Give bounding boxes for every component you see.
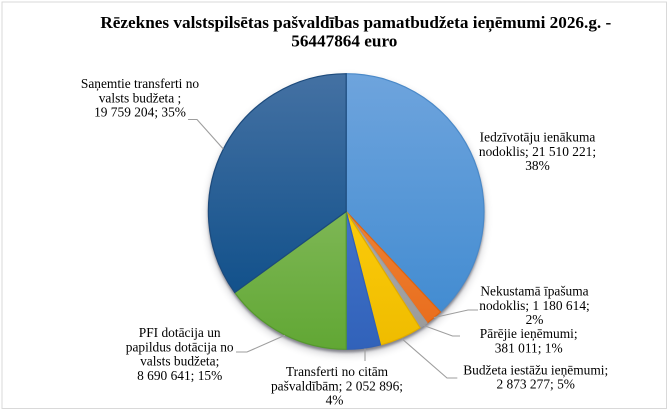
svg-text:4%: 4% [326,393,344,408]
svg-text:19 759 204; 35%: 19 759 204; 35% [94,105,186,120]
svg-text:Budžeta iestāžu ieņēmumi;: Budžeta iestāžu ieņēmumi; [463,362,608,377]
svg-text:Pārējie ieņēmumi;: Pārējie ieņēmumi; [480,326,578,341]
svg-text:valsts budžeta;: valsts budžeta; [140,354,219,369]
svg-text:Saņemtie transferti no: Saņemtie transferti no [81,76,200,91]
svg-text:Nekustamā īpašuma: Nekustamā īpašuma [480,284,588,299]
svg-text:Transferti no citām: Transferti no citām [286,364,389,379]
svg-text:2 873 277; 5%: 2 873 277; 5% [496,377,574,392]
svg-text:38%: 38% [525,158,550,173]
svg-text:PFI dotācija un: PFI dotācija un [139,325,221,340]
svg-text:Rēzeknes valstspilsētas pašval: Rēzeknes valstspilsētas pašvaldības pama… [100,13,611,33]
svg-text:2%: 2% [526,312,544,327]
svg-text:8 690 641; 15%: 8 690 641; 15% [137,368,222,383]
svg-text:56447864 euro: 56447864 euro [291,31,397,50]
svg-text:Iedzīvotāju ienākuma: Iedzīvotāju ienākuma [480,130,596,145]
svg-text:pašvaldībām; 2 052 896;: pašvaldībām; 2 052 896; [271,378,403,393]
svg-text:valsts budžeta ;: valsts budžeta ; [99,90,182,105]
svg-text:nodoklis; 21 510 221;: nodoklis; 21 510 221; [479,144,596,159]
svg-text:nodoklis; 1 180 614;: nodoklis; 1 180 614; [479,298,589,313]
svg-text:381 011; 1%: 381 011; 1% [495,340,563,355]
svg-text:papildus dotācija no: papildus dotācija no [126,339,234,354]
